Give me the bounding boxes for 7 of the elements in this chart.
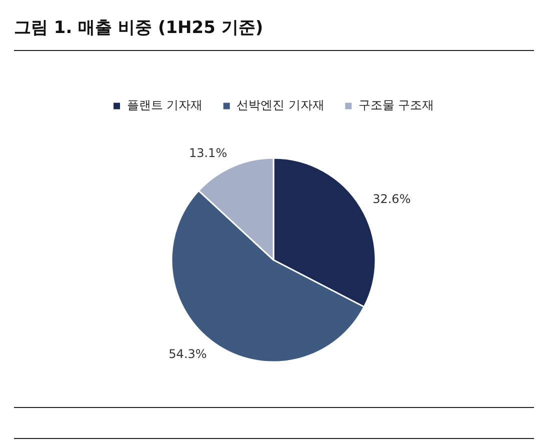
data-label: 13.1% — [188, 146, 228, 160]
legend-label: 구조물 구조재 — [358, 98, 434, 112]
data-label: 32.6% — [372, 192, 411, 206]
legend-label: 선박엔진 기자재 — [236, 98, 324, 112]
legend-label: 플랜트 기자재 — [126, 98, 203, 112]
data-label: 54.3% — [168, 347, 207, 362]
chart-title: 그림 1. 매출 비중 (1H25 기준) — [14, 17, 264, 39]
